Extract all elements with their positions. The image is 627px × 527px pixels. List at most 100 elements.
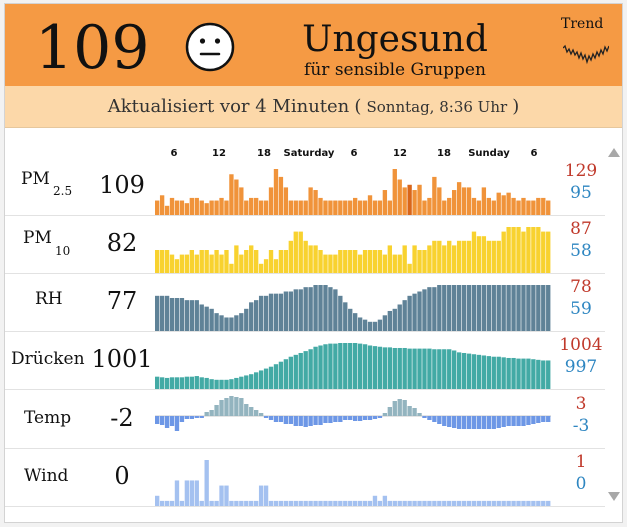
chart-bar bbox=[407, 406, 412, 416]
trend-label[interactable]: Trend bbox=[561, 16, 604, 32]
chart-bar bbox=[313, 500, 318, 506]
chart-bar bbox=[189, 250, 194, 273]
chart-bar bbox=[155, 250, 160, 273]
chart-bar bbox=[164, 295, 170, 331]
chart-bar bbox=[471, 197, 477, 215]
chart-bar bbox=[541, 500, 546, 506]
chart-bar bbox=[466, 285, 472, 331]
chart-bar bbox=[159, 250, 165, 273]
axis-tick-label: 6 bbox=[530, 148, 538, 159]
chart-bar bbox=[288, 200, 293, 215]
chart-bar bbox=[471, 416, 477, 429]
sensor-subscript: 2.5 bbox=[53, 184, 73, 198]
chart-bar bbox=[496, 356, 501, 389]
chart-bar bbox=[521, 285, 526, 331]
chart-bar bbox=[184, 376, 190, 389]
chart-bar bbox=[437, 285, 442, 331]
chart-bar bbox=[263, 368, 269, 389]
chart-bar bbox=[254, 410, 259, 416]
chart-bar bbox=[377, 250, 383, 273]
chart-bar bbox=[169, 197, 175, 215]
chart-bar bbox=[407, 263, 412, 273]
sparkline-icon[interactable] bbox=[563, 40, 609, 66]
chart-bar bbox=[343, 200, 348, 215]
chart-bar bbox=[328, 343, 333, 389]
triangle-up-icon[interactable] bbox=[608, 148, 620, 157]
chart-bar bbox=[338, 200, 343, 215]
chart-bar bbox=[437, 500, 442, 506]
sensor-name: Temp bbox=[24, 408, 72, 428]
chart-bar bbox=[521, 197, 526, 215]
chart-bar bbox=[323, 200, 328, 215]
chart-bar bbox=[417, 500, 422, 506]
sensor-min-value: 58 bbox=[570, 241, 592, 261]
chart-bar bbox=[258, 263, 264, 273]
chart-bar bbox=[367, 250, 373, 273]
chart-bar bbox=[288, 356, 293, 389]
chart-bar bbox=[194, 480, 199, 506]
chart-bar bbox=[159, 377, 165, 389]
chart-bar bbox=[501, 285, 506, 331]
chart-bar bbox=[204, 377, 209, 389]
last-updated-time: Sonntag, 8:36 Uhr bbox=[366, 98, 508, 116]
chart-bar bbox=[338, 500, 343, 506]
chart-bar bbox=[511, 197, 516, 215]
chart-bar bbox=[189, 197, 194, 215]
chart-bar bbox=[461, 240, 467, 273]
chart-bar bbox=[377, 500, 383, 506]
chart-bar bbox=[362, 250, 368, 273]
chart-bar bbox=[174, 200, 180, 215]
chart-bar bbox=[308, 245, 313, 273]
chart-bar bbox=[303, 200, 308, 215]
sensor-trend-chart bbox=[155, 460, 551, 506]
chart-bar bbox=[194, 376, 199, 389]
chart-bar bbox=[536, 285, 541, 331]
chart-bar bbox=[249, 245, 254, 273]
chart-bar bbox=[481, 355, 487, 389]
chart-bar bbox=[224, 250, 229, 273]
chart-bar bbox=[174, 377, 180, 389]
chart-bar bbox=[501, 416, 506, 427]
chart-bar bbox=[357, 343, 363, 389]
chart-bar bbox=[511, 500, 516, 506]
chart-bar bbox=[466, 353, 472, 389]
chart-bar bbox=[481, 500, 487, 506]
paren-open: ( bbox=[354, 96, 362, 117]
chart-bar bbox=[323, 344, 328, 389]
chart-bar bbox=[526, 227, 531, 273]
chart-bar bbox=[313, 285, 318, 331]
chart-bar bbox=[422, 500, 427, 506]
chart-bar bbox=[258, 295, 264, 331]
chart-bar bbox=[481, 285, 487, 331]
chart-bar bbox=[283, 187, 289, 215]
triangle-down-icon[interactable] bbox=[608, 492, 620, 501]
chart-bar bbox=[531, 200, 536, 215]
chart-bar bbox=[229, 317, 234, 331]
chart-bar bbox=[362, 416, 368, 420]
chart-bar bbox=[338, 416, 343, 422]
chart-bar bbox=[343, 343, 348, 389]
chart-bar bbox=[328, 500, 333, 506]
chart-bar bbox=[422, 250, 427, 273]
chart-bar bbox=[268, 293, 274, 331]
chart-bar bbox=[298, 200, 303, 215]
chart-bar bbox=[353, 313, 358, 331]
chart-bar bbox=[214, 405, 219, 416]
chart-bar bbox=[283, 250, 289, 273]
chart-bar bbox=[204, 250, 209, 273]
chart-bar bbox=[422, 289, 427, 331]
neutral-face-icon bbox=[185, 22, 235, 72]
chart-bar bbox=[442, 245, 447, 273]
chart-bar bbox=[164, 205, 170, 215]
chart-bar bbox=[224, 398, 229, 416]
chart-bar bbox=[258, 413, 264, 416]
chart-bar bbox=[318, 416, 323, 425]
chart-bar bbox=[244, 404, 249, 416]
sensor-min-value: 997 bbox=[564, 357, 598, 377]
sensor-row: Drücken 1001 1004 997 bbox=[5, 331, 605, 390]
chart-bar bbox=[204, 306, 209, 331]
sensor-min-value: 59 bbox=[570, 299, 592, 319]
chart-bar bbox=[456, 182, 462, 215]
chart-bar bbox=[456, 240, 462, 273]
chart-bar bbox=[278, 250, 284, 273]
